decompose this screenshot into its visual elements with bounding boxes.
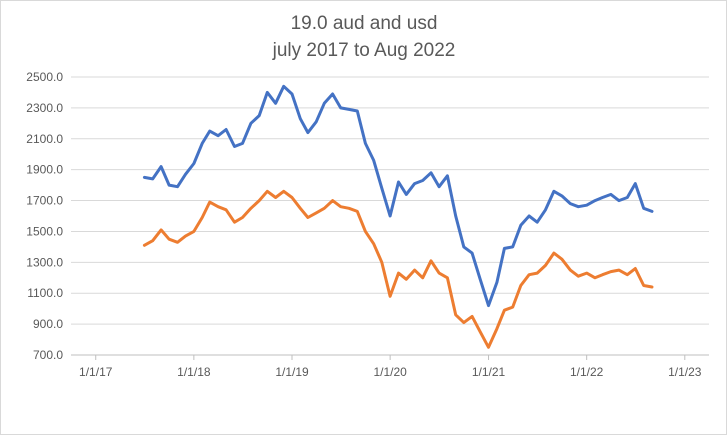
x-tick-label: 1/1/19 xyxy=(275,365,309,379)
y-tick-label: 1300.0 xyxy=(26,255,63,269)
x-tick-label: 1/1/22 xyxy=(570,365,604,379)
grid-lines xyxy=(71,76,709,356)
series-line-2 xyxy=(142,189,654,349)
series-lines xyxy=(142,84,654,349)
y-tick-label: 900.0 xyxy=(33,317,63,331)
chart-title: 19.0 aud and usd xyxy=(291,13,438,34)
x-tick-label: 1/1/23 xyxy=(668,365,702,379)
x-tick-label: 1/1/20 xyxy=(373,365,407,379)
x-tick-label: 1/1/17 xyxy=(79,365,113,379)
chart-subtitle: july 2017 to Aug 2022 xyxy=(272,40,456,61)
y-tick-label: 2500.0 xyxy=(26,70,63,84)
x-tick-label: 1/1/18 xyxy=(177,365,211,379)
y-axis-ticks: 700.0 900.0 1100.0 1300.0 1500.0 1700.0 1900.0… xyxy=(26,70,63,362)
y-tick-label: 2100.0 xyxy=(26,132,63,146)
x-axis-ticks: 1/1/17 1/1/18 1/1/19 1/1/20 1/1/21 1/1/22 1/1/… xyxy=(79,355,702,379)
y-tick-label: 1500.0 xyxy=(26,224,63,238)
y-tick-label: 1100.0 xyxy=(27,286,63,300)
y-tick-label: 2300.0 xyxy=(26,101,63,115)
x-tick-label: 1/1/21 xyxy=(472,365,506,379)
y-tick-label: 1900.0 xyxy=(26,163,63,177)
y-tick-label: 700.0 xyxy=(33,348,63,362)
series-line-1 xyxy=(142,84,654,308)
y-tick-label: 1700.0 xyxy=(26,194,63,208)
